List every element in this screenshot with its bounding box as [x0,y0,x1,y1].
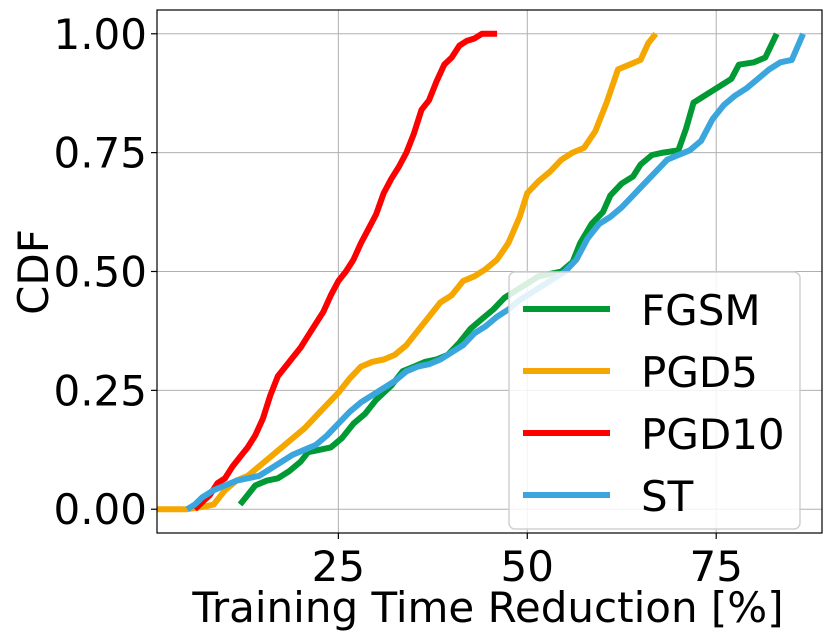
legend-box [508,271,801,530]
x-tick-label: 75 [689,542,742,591]
y-tick-label: 1.00 [53,10,147,59]
legend-label-fgsm: FGSM [641,286,761,335]
y-tick-label: 0.50 [53,248,147,297]
legend-label-pgd10: PGD10 [641,410,785,459]
series-line-st [185,32,806,512]
x-tick-label: 50 [501,542,554,591]
legend: FGSM PGD5 PGD10 ST [508,271,801,530]
y-tick-label: 0.25 [53,366,147,415]
series-line-pgd5 [157,31,659,513]
y-axis-label: CDF [9,229,58,315]
series-line-pgd10 [192,30,498,512]
grid [157,10,822,533]
legend-label-st: ST [641,472,694,521]
y-tick-label: 0.00 [53,485,147,534]
axis-ticks: 25 50 75 0.00 0.25 0.50 0.75 1.00 [53,10,742,591]
x-axis-label: Training Time Reduction [%] [191,583,783,632]
y-tick-label: 0.75 [53,129,147,178]
x-tick-label: 25 [312,542,365,591]
legend-label-pgd5: PGD5 [641,348,758,397]
